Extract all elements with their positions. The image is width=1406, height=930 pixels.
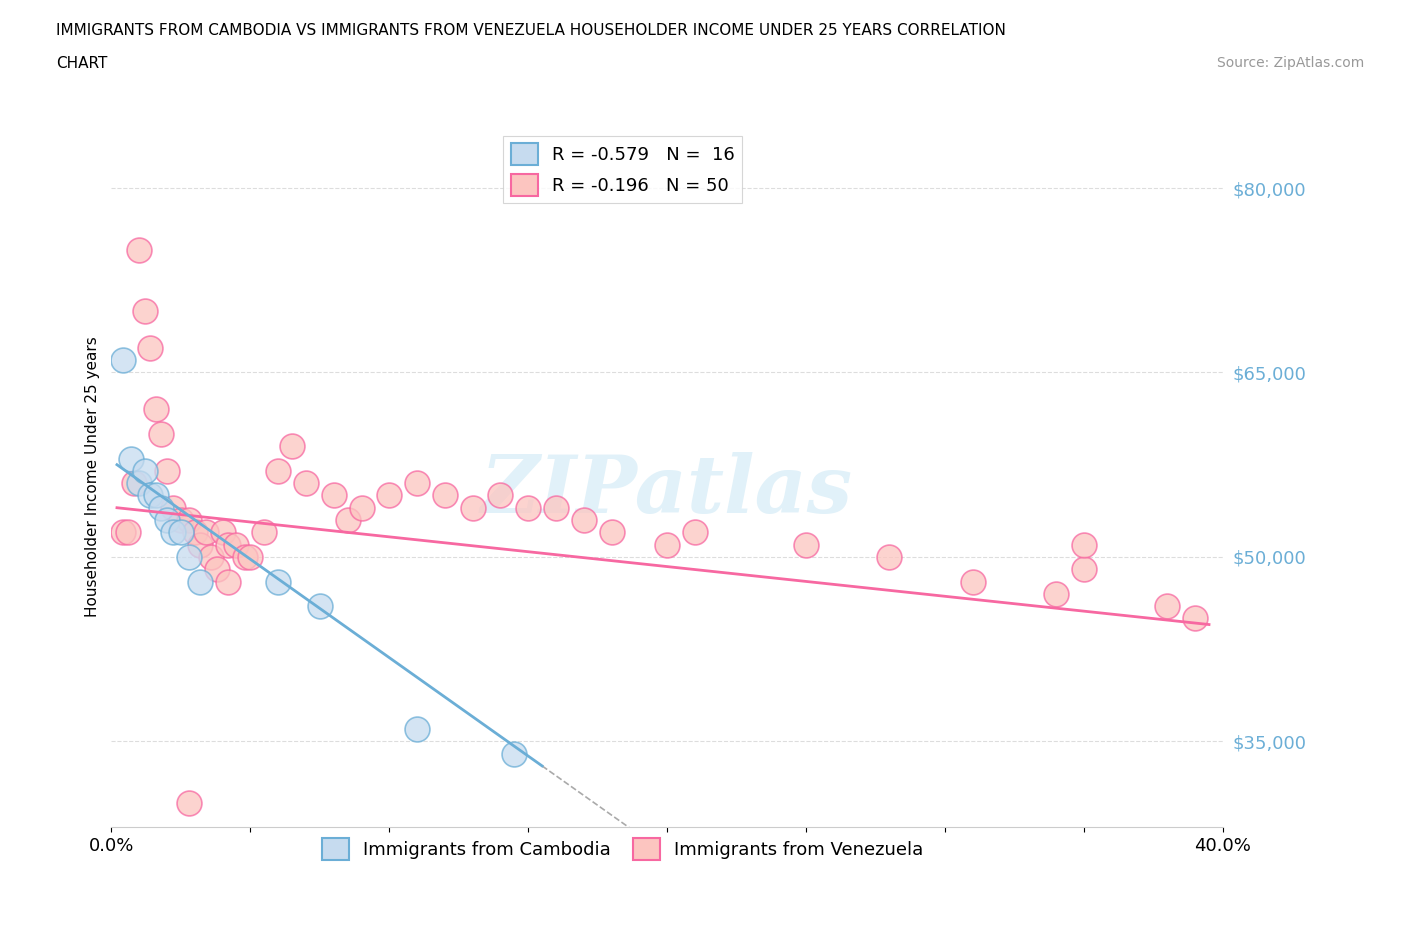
Point [211,525,233,539]
Point [145,488,167,503]
Point [378,488,401,503]
Point [1073,538,1095,552]
Point [336,512,359,527]
Point [170,525,193,539]
Point [1156,599,1178,614]
Point [322,488,344,503]
Point [225,538,247,552]
Y-axis label: Householder Income Under 25 years: Householder Income Under 25 years [86,337,100,618]
Point [156,512,179,527]
Point [600,525,623,539]
Point [179,795,201,810]
Point [200,550,222,565]
Point [128,242,150,257]
Point [267,574,290,589]
Point [188,574,211,589]
Point [962,574,984,589]
Point [267,463,290,478]
Point [295,476,318,491]
Point [194,525,217,539]
Text: ZIPatlas: ZIPatlas [481,452,853,530]
Point [544,500,567,515]
Point [217,538,239,552]
Point [162,500,184,515]
Point [184,525,207,539]
Point [162,525,184,539]
Point [205,562,228,577]
Point [461,500,484,515]
Text: IMMIGRANTS FROM CAMBODIA VS IMMIGRANTS FROM VENEZUELA HOUSEHOLDER INCOME UNDER 2: IMMIGRANTS FROM CAMBODIA VS IMMIGRANTS F… [56,23,1007,38]
Point [122,476,145,491]
Point [517,500,540,515]
Point [117,525,139,539]
Point [406,476,429,491]
Point [683,525,706,539]
Point [170,512,193,527]
Point [188,538,211,552]
Point [145,402,167,417]
Point [1045,586,1067,601]
Point [239,550,262,565]
Point [253,525,276,539]
Point [150,427,173,442]
Point [1184,611,1206,626]
Point [139,488,162,503]
Point [503,746,526,761]
Point [128,476,150,491]
Point [134,303,156,318]
Text: CHART: CHART [56,56,108,71]
Point [489,488,512,503]
Point [150,500,173,515]
Point [281,439,304,454]
Point [120,451,142,466]
Point [350,500,373,515]
Point [134,463,156,478]
Point [1073,562,1095,577]
Point [111,525,134,539]
Point [572,512,595,527]
Point [406,722,429,737]
Point [156,463,179,478]
Point [657,538,679,552]
Point [179,550,201,565]
Legend: Immigrants from Cambodia, Immigrants from Venezuela: Immigrants from Cambodia, Immigrants fro… [315,831,931,868]
Point [179,512,201,527]
Point [217,574,239,589]
Text: Source: ZipAtlas.com: Source: ZipAtlas.com [1216,56,1364,70]
Point [433,488,456,503]
Point [233,550,256,565]
Point [111,352,134,367]
Point [794,538,817,552]
Point [308,599,330,614]
Point [139,340,162,355]
Point [879,550,901,565]
